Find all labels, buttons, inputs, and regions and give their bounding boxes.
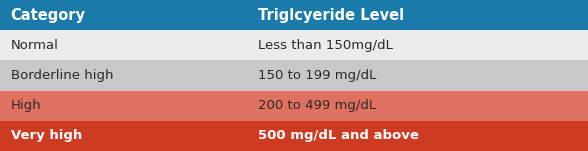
Text: Borderline high: Borderline high <box>11 69 113 82</box>
Text: 500 mg/dL and above: 500 mg/dL and above <box>258 129 419 142</box>
Text: Triglcyeride Level: Triglcyeride Level <box>258 8 404 23</box>
Bar <box>0 91 588 121</box>
Text: Very high: Very high <box>11 129 82 142</box>
Bar <box>0 60 588 91</box>
Text: 150 to 199 mg/dL: 150 to 199 mg/dL <box>258 69 376 82</box>
Text: Category: Category <box>11 8 86 23</box>
Bar <box>0 121 588 151</box>
Text: High: High <box>11 99 41 112</box>
Text: Normal: Normal <box>11 39 58 52</box>
Text: Less than 150mg/dL: Less than 150mg/dL <box>258 39 392 52</box>
Bar <box>0 30 588 60</box>
Text: 200 to 499 mg/dL: 200 to 499 mg/dL <box>258 99 376 112</box>
Bar <box>0 0 588 30</box>
